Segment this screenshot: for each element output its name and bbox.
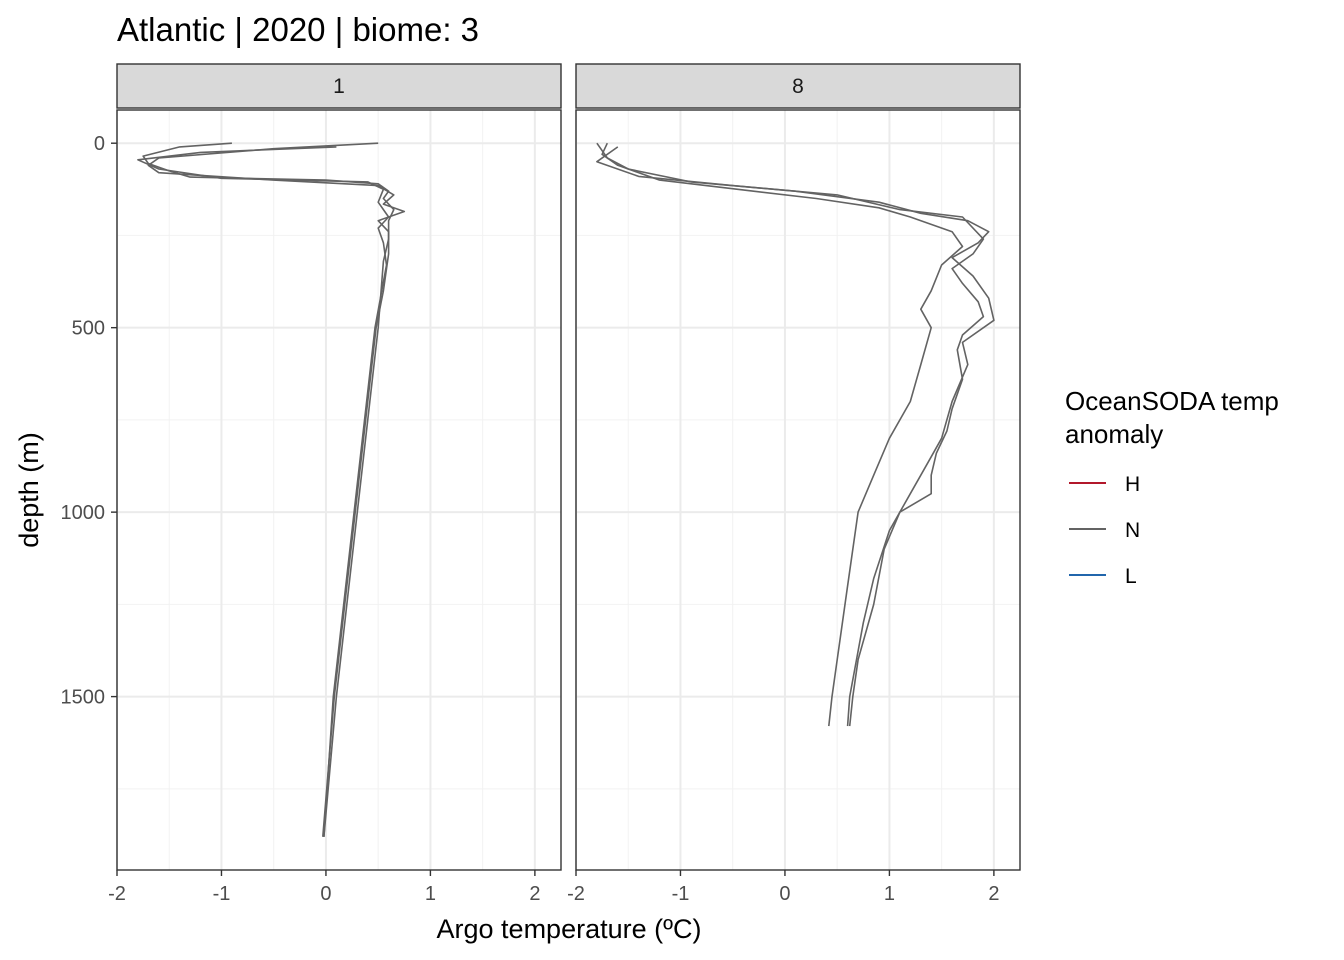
x-tick-label: -1 [213,883,231,905]
y-tick-label: 1500 [61,687,106,709]
panel-border [575,109,1021,871]
facet-strip-label: 1 [333,75,345,98]
facet-strip-label: 8 [792,75,804,98]
x-tick-label: 1 [884,883,895,905]
legend-label: N [1125,519,1140,542]
panel-8: 8 -2 -1 0 1 2 [567,63,1021,905]
x-tick-label: -1 [672,883,690,905]
facet-strip [575,63,1021,109]
x-tick-label: 2 [529,883,540,905]
legend-label: L [1125,565,1137,588]
profile-line-panel-8-1 [601,142,964,727]
panel-1: 1 -2 -1 0 1 2 0 500 1000 1500 [61,63,562,905]
profile-line-panel-1-1 [142,142,395,837]
legend-key-N: N [1069,519,1140,542]
y-tick-label: 500 [72,318,105,340]
x-tick-label: 1 [425,883,436,905]
profile-line-panel-8-3 [596,146,985,727]
x-tick-label: -2 [567,883,585,905]
x-tick-label: 0 [320,883,331,905]
panel-background [576,110,1020,870]
y-axis-title: depth (m) [14,432,44,548]
legend-title: OceanSODA temp anomaly [1065,386,1279,449]
panel-border [116,109,562,871]
chart-title: Atlantic | 2020 | biome: 3 [117,11,479,48]
x-tick-label: -2 [108,883,126,905]
legend: OceanSODA temp anomaly HNL [1065,386,1279,588]
plot-panels: 1 -2 -1 0 1 2 0 500 1000 1500 8 -2 -1 0 1 2 [61,63,1021,905]
profile-line-panel-1-2 [147,142,406,837]
legend-key-H: H [1069,473,1140,496]
y-tick-label: 0 [94,133,105,155]
y-tick-label: 1000 [61,502,106,524]
legend-key-L: L [1069,565,1137,588]
panel-background [117,110,561,870]
x-tick-label: 0 [779,883,790,905]
profile-line-panel-1-3 [137,146,390,837]
legend-label: H [1125,473,1140,496]
facet-strip [116,63,562,109]
x-tick-label: 2 [988,883,999,905]
x-axis-title: Argo temperature (ºC) [437,914,702,944]
